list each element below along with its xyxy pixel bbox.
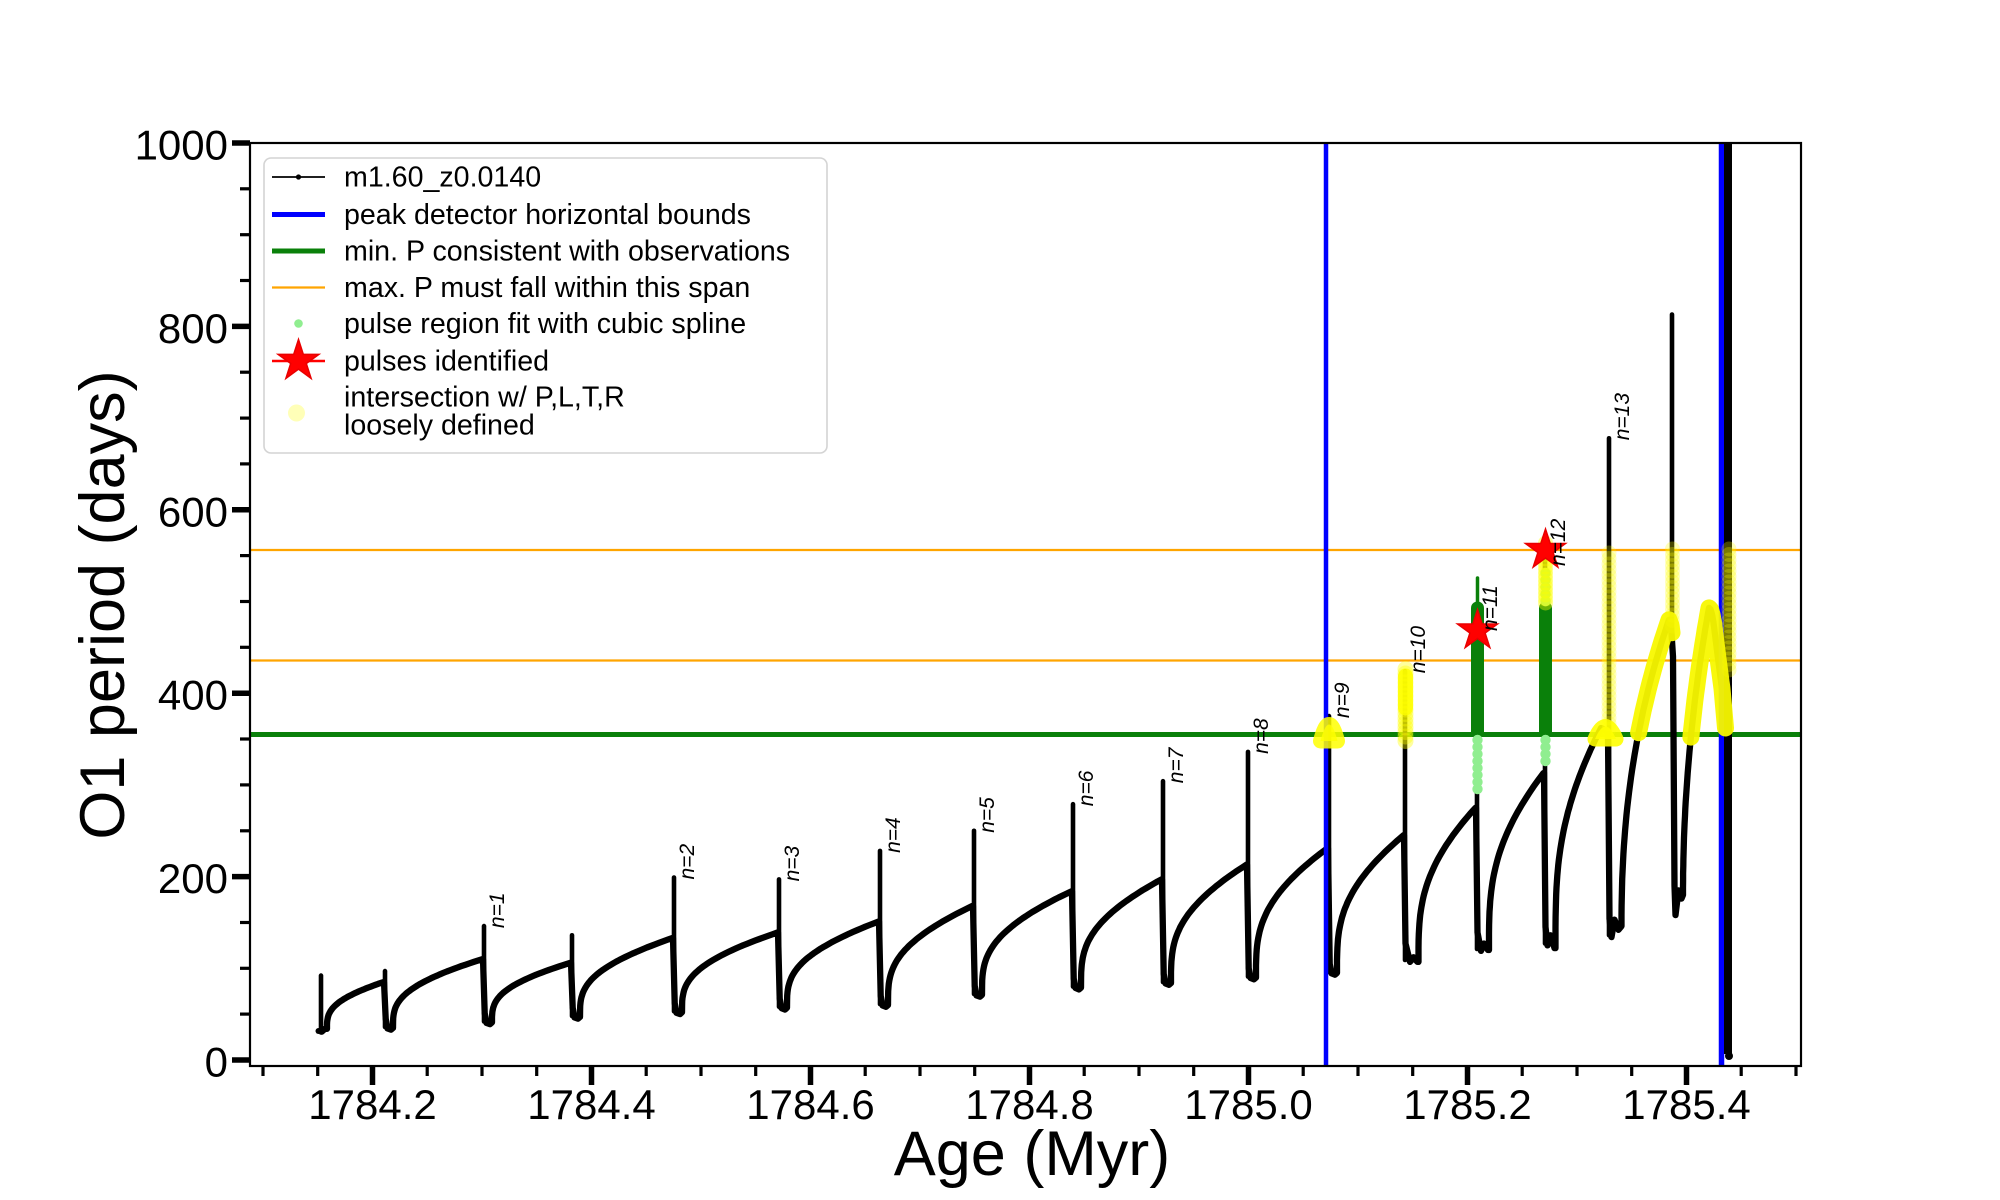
svg-text:n=13: n=13 xyxy=(1611,393,1634,441)
svg-text:peak detector horizontal bound: peak detector horizontal bounds xyxy=(344,199,751,231)
svg-text:n=9: n=9 xyxy=(1331,682,1354,718)
svg-text:n=11: n=11 xyxy=(1479,585,1502,631)
svg-text:n=8: n=8 xyxy=(1250,718,1273,754)
svg-text:n=12: n=12 xyxy=(1547,518,1570,566)
svg-text:n=1: n=1 xyxy=(486,892,509,928)
svg-text:loosely defined: loosely defined xyxy=(344,410,535,442)
svg-text:800: 800 xyxy=(158,305,228,352)
svg-text:1784.2: 1784.2 xyxy=(308,1081,436,1128)
svg-text:Age (Myr): Age (Myr) xyxy=(894,1119,1171,1189)
svg-text:0: 0 xyxy=(205,1039,228,1086)
svg-text:200: 200 xyxy=(158,855,228,902)
svg-text:n=5: n=5 xyxy=(976,797,999,833)
svg-text:m1.60_z0.0140: m1.60_z0.0140 xyxy=(344,162,541,194)
svg-text:n=6: n=6 xyxy=(1075,770,1098,806)
svg-text:1785.4: 1785.4 xyxy=(1622,1081,1750,1128)
svg-text:pulses identified: pulses identified xyxy=(344,346,549,378)
svg-text:n=4: n=4 xyxy=(882,817,905,853)
svg-text:1785.0: 1785.0 xyxy=(1184,1081,1312,1128)
svg-text:n=3: n=3 xyxy=(781,845,804,881)
svg-text:400: 400 xyxy=(158,672,228,719)
svg-text:intersection w/ P,L,T,R: intersection w/ P,L,T,R xyxy=(344,382,625,414)
svg-text:n=10: n=10 xyxy=(1407,626,1430,674)
svg-text:1000: 1000 xyxy=(135,122,228,169)
svg-text:n=2: n=2 xyxy=(676,844,699,880)
svg-text:pulse region fit with cubic sp: pulse region fit with cubic spline xyxy=(344,308,746,340)
svg-text:1784.4: 1784.4 xyxy=(527,1081,655,1128)
svg-text:O1 period (days): O1 period (days) xyxy=(68,370,138,839)
svg-text:1784.8: 1784.8 xyxy=(965,1081,1093,1128)
svg-text:min. P consistent with observa: min. P consistent with observations xyxy=(344,236,790,268)
svg-text:n=7: n=7 xyxy=(1165,746,1188,783)
svg-text:max. P must fall within this s: max. P must fall within this span xyxy=(344,272,750,304)
svg-text:600: 600 xyxy=(158,488,228,535)
svg-text:1784.6: 1784.6 xyxy=(746,1081,874,1128)
svg-text:1785.2: 1785.2 xyxy=(1403,1081,1531,1128)
